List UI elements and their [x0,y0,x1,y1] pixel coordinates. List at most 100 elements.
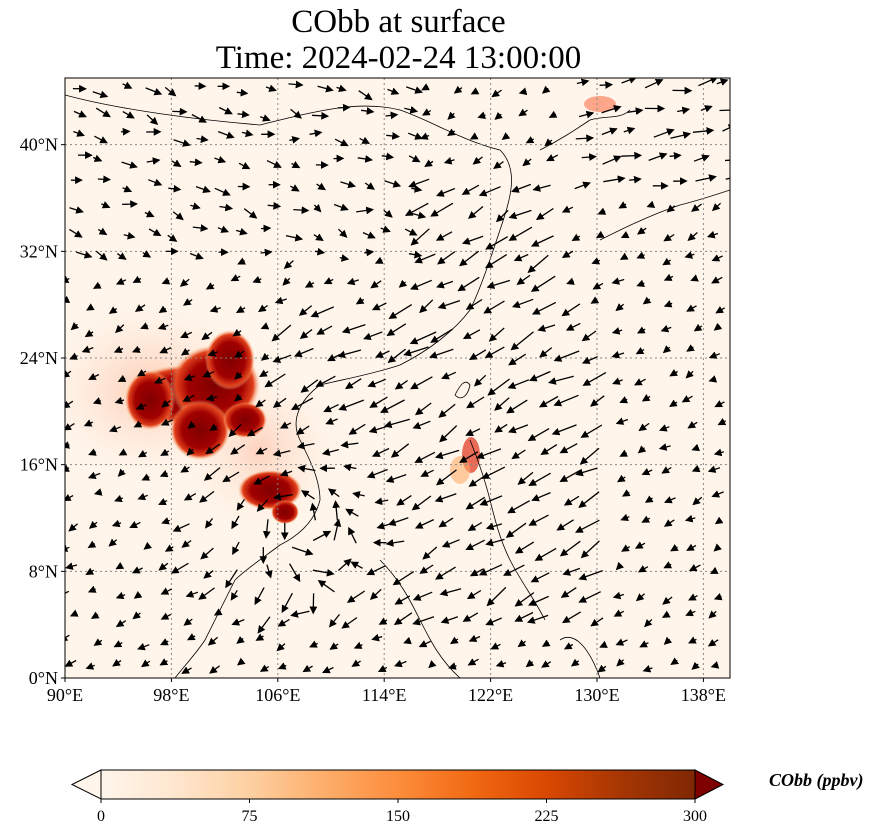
wind-arrow [715,306,726,314]
wind-arrow [419,132,430,140]
wind-arrow [217,225,230,233]
wind-arrow [641,468,653,476]
wind-arrow [370,280,382,289]
wind-arrow [612,377,623,385]
wind-arrow [336,84,347,93]
wind-arrow [337,349,362,359]
wind-arrow [542,85,551,94]
wind-arrow [387,517,409,526]
wind-arrow [404,228,418,236]
wind-arrow [620,513,630,522]
wind-arrow [338,228,348,238]
wind-arrow [713,448,724,457]
wind-arrow [414,519,434,529]
wind-arrow [707,465,721,473]
wind-arrow [642,665,653,673]
wind-arrow [548,375,574,385]
wind-arrow [97,175,111,184]
wind-arrow [386,323,407,336]
wind-arrow [146,114,159,125]
wind-arrow [467,521,483,531]
wind-arrow [351,659,361,667]
wind-arrow [201,331,213,341]
wind-arrow [317,84,334,93]
map-content [65,78,730,678]
wind-arrow [205,518,214,529]
wind-arrow [634,541,646,549]
wind-arrow [262,519,271,539]
wind-arrow [670,544,679,552]
wind-arrow [374,497,389,506]
wind-arrow [635,347,645,355]
wind-arrow [613,609,625,617]
wind-arrow [661,610,671,618]
wind-arrow [537,324,556,332]
wind-arrow [407,132,423,140]
wind-arrow [309,502,318,521]
wind-arrow [161,517,171,525]
wind-arrow [578,569,603,581]
wind-arrow [95,250,108,261]
wind-arrow [131,345,141,353]
wind-arrow [599,640,608,648]
wind-arrow [180,331,193,339]
wind-arrow [237,257,246,265]
wind-arrow [641,394,651,402]
wind-arrow [692,496,703,506]
wind-arrow [636,279,645,288]
wind-arrow [638,422,650,432]
wind-arrow [505,522,527,538]
wind-arrow [93,638,103,646]
wind-arrow [579,447,600,465]
wind-arrow [437,299,461,310]
wind-arrow [276,643,286,652]
wind-arrow [111,519,122,528]
wind-arrow [685,609,696,617]
wind-arrow [669,152,682,160]
map-title-line2: Time: 2024-02-24 13:00:00 [215,40,582,76]
wind-arrow [207,349,218,357]
wind-arrow [422,546,438,560]
lon-tick-label: 90°E [47,685,83,705]
wind-arrow [440,616,459,624]
wind-arrow [467,658,479,666]
wind-arrow [243,208,258,219]
wind-arrow [695,174,717,182]
wind-arrow [340,440,359,449]
wind-arrow [611,350,625,359]
wind-arrow [231,515,240,530]
wind-arrow [392,571,415,586]
wind-arrow [490,642,501,650]
wind-arrow [711,276,723,284]
wind-arrow [717,418,727,426]
wind-arrow [459,250,479,267]
wind-arrow [183,617,193,626]
wind-arrow [129,520,141,528]
wind-arrow [323,404,339,413]
wind-arrow [641,515,651,523]
wind-arrow [503,564,525,576]
wind-arrow [73,129,85,137]
wind-arrow [637,226,647,235]
wind-arrow [412,420,431,430]
lat-tick-label: 32°N [20,241,58,261]
wind-arrow [160,448,170,456]
wind-arrow [343,463,357,472]
wind-arrow [687,232,698,242]
wind-arrow [362,231,376,239]
wind-arrow [271,324,292,342]
wind-arrow [272,397,287,408]
wind-arrow [154,376,166,384]
wind-arrow [571,233,581,241]
wind-arrow [561,303,581,317]
wind-arrow [299,328,313,339]
wind-arrow [205,282,215,290]
wind-arrow [141,659,151,668]
wind-arrow [578,110,595,119]
wind-arrow [179,278,190,287]
wind-arrow [257,616,271,634]
wind-arrow [688,593,698,601]
wind-arrow [353,641,363,649]
wind-arrow [218,106,233,115]
wind-arrow [115,619,127,628]
